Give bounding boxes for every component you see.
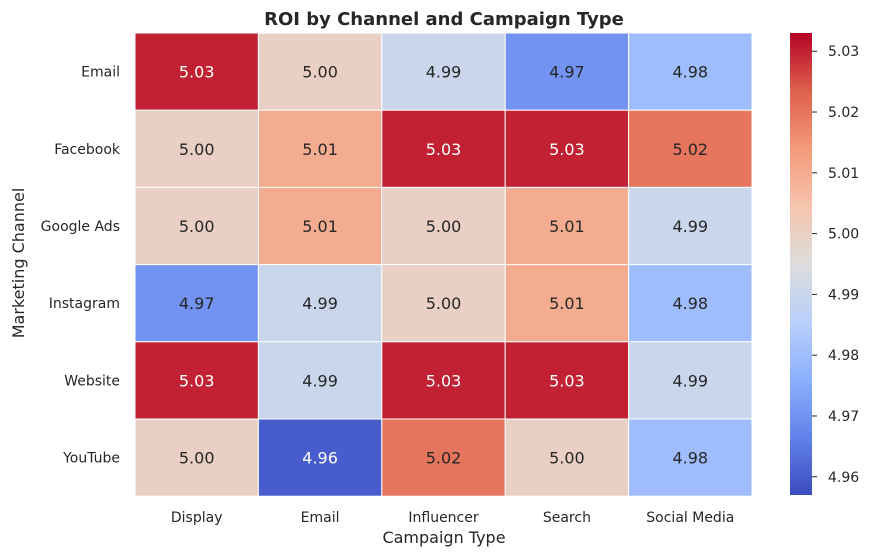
y-tick-label: Instagram — [49, 296, 120, 312]
cell-value-label: 5.00 — [179, 449, 215, 468]
heatmap-cell — [381, 264, 506, 343]
cell-value-label: 5.03 — [179, 63, 215, 82]
cell-value-label: 4.98 — [672, 449, 708, 468]
x-tick-label: Influencer — [408, 510, 478, 526]
heatmap-cell — [134, 264, 259, 343]
heatmap-cell — [504, 32, 630, 111]
cell-value-label: 5.03 — [426, 140, 462, 159]
cell-value-label: 4.96 — [302, 449, 338, 468]
cell-value-label: 4.97 — [549, 63, 585, 82]
y-tick-label: Email — [81, 65, 120, 81]
cell-value-label: 5.00 — [549, 449, 585, 468]
x-tick-labels: Display Email Influencer Search Social Media — [171, 510, 734, 526]
colorbar-tick-label: 5.01 — [828, 166, 859, 182]
cell-value-label: 5.01 — [302, 140, 338, 159]
heatmap-cell — [381, 186, 506, 266]
cell-value-label: 5.00 — [426, 217, 462, 236]
heatmap-cell — [257, 341, 383, 420]
cell-value-label: 5.00 — [302, 63, 338, 82]
cell-value-label: 5.03 — [179, 371, 215, 390]
cell-value-label: 5.03 — [549, 371, 585, 390]
heatmap-cell — [134, 32, 259, 111]
heatmap-cells: 5.03 5.00 4.99 4.97 4.98 5.00 5.01 5.03 5.03 5.02… — [134, 32, 753, 497]
heatmap-cell — [381, 341, 506, 420]
heatmap-cell — [628, 341, 753, 420]
cell-value-label: 4.97 — [179, 294, 215, 313]
y-tick-labels: Email Facebook Google Ads Instagram Website Y… — [41, 65, 121, 467]
heatmap-cell — [504, 186, 630, 266]
x-tick-label: Email — [301, 510, 340, 526]
colorbar — [790, 33, 812, 495]
heatmap-cell — [257, 186, 383, 266]
y-tick-label: Website — [64, 373, 120, 389]
x-axis-label: Campaign Type — [382, 528, 505, 547]
cell-value-label: 5.01 — [302, 217, 338, 236]
heatmap-cell — [628, 264, 753, 343]
heatmap-cell — [257, 264, 383, 343]
colorbar-tick-label: 4.99 — [828, 287, 859, 303]
heatmap-cell — [628, 186, 753, 266]
cell-value-label: 5.02 — [672, 140, 708, 159]
colorbar-tick-label: 4.98 — [828, 348, 859, 364]
y-tick-label: YouTube — [62, 451, 120, 467]
cell-value-label: 4.99 — [302, 371, 338, 390]
heatmap-cell — [134, 341, 259, 420]
colorbar-tick-label: 4.97 — [828, 409, 859, 425]
x-tick-label: Social Media — [646, 510, 734, 526]
heatmap-cell — [628, 32, 753, 111]
colorbar-tick-label: 5.00 — [828, 227, 859, 243]
heatmap-cell — [504, 264, 630, 343]
cell-value-label: 5.00 — [426, 294, 462, 313]
heatmap-cell — [381, 109, 506, 188]
cell-value-label: 5.00 — [179, 217, 215, 236]
y-tick-label: Google Ads — [41, 219, 120, 235]
heatmap-cell — [134, 109, 259, 188]
heatmap-cell — [381, 418, 506, 497]
cell-value-label: 5.03 — [426, 371, 462, 390]
y-axis-label: Marketing Channel — [9, 188, 28, 339]
cell-value-label: 4.98 — [672, 294, 708, 313]
cell-value-label: 5.01 — [549, 294, 585, 313]
cell-value-label: 5.00 — [179, 140, 215, 159]
cell-value-label: 4.99 — [672, 371, 708, 390]
heatmap-cell — [628, 418, 753, 497]
x-tick-label: Search — [543, 510, 591, 526]
cell-value-label: 5.03 — [549, 140, 585, 159]
colorbar-tick-label: 4.96 — [828, 470, 859, 486]
x-tick-label: Display — [171, 510, 223, 526]
heatmap-cell — [257, 418, 383, 497]
heatmap-cell — [504, 418, 630, 497]
heatmap-cell — [257, 32, 383, 111]
cell-value-label: 5.02 — [426, 449, 462, 468]
heatmap-cell — [381, 32, 506, 111]
cell-value-label: 4.99 — [672, 217, 708, 236]
colorbar-ticks: 5.03 5.02 5.01 5.00 4.99 4.98 4.97 4.96 — [812, 44, 859, 486]
cell-value-label: 4.99 — [302, 294, 338, 313]
cell-value-label: 4.99 — [426, 63, 462, 82]
cell-value-label: 4.98 — [672, 63, 708, 82]
heatmap-cell — [628, 109, 753, 188]
colorbar-tick-label: 5.02 — [828, 105, 859, 121]
colorbar-tick-label: 5.03 — [828, 44, 859, 60]
y-tick-label: Facebook — [54, 142, 121, 158]
chart-title: ROI by Channel and Campaign Type — [264, 9, 624, 30]
cell-value-label: 5.01 — [549, 217, 585, 236]
